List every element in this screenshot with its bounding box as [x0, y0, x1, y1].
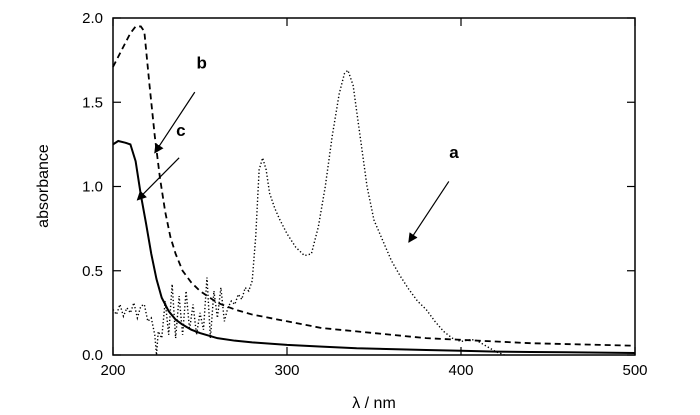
annotation-label-a: a	[449, 143, 459, 162]
series-line-b	[112, 25, 636, 347]
series-layer	[112, 25, 636, 356]
annotation-arrow-c	[136, 157, 180, 201]
x-tick-label: 400	[448, 362, 473, 379]
y-tick-label: 1.5	[82, 94, 103, 111]
y-axis-label: absorbance	[35, 144, 52, 228]
plot-frame	[112, 17, 636, 356]
annotations-layer: a b c	[136, 54, 459, 243]
x-axis-label: λ / nm	[352, 395, 396, 412]
y-tick-label: 1.0	[82, 179, 103, 196]
annotation-label-b: b	[197, 54, 207, 73]
y-tick-label: 2.0	[82, 10, 103, 27]
x-tick-label: 300	[274, 362, 299, 379]
y-tick-label: 0.0	[82, 347, 103, 364]
annotation-arrow-a	[408, 181, 450, 243]
x-tick-label: 200	[100, 362, 125, 379]
y-axis-ticks: 0.0 0.5 1.0 1.5 2.0	[82, 10, 635, 364]
y-tick-label: 0.5	[82, 263, 103, 280]
x-tick-label: 500	[622, 362, 647, 379]
annotation-arrow-b	[154, 91, 196, 154]
series-line-a	[112, 68, 505, 356]
annotation-label-c: c	[176, 121, 185, 140]
x-axis-ticks: 200 300 400 500	[100, 18, 648, 379]
series-line-c	[112, 139, 636, 354]
